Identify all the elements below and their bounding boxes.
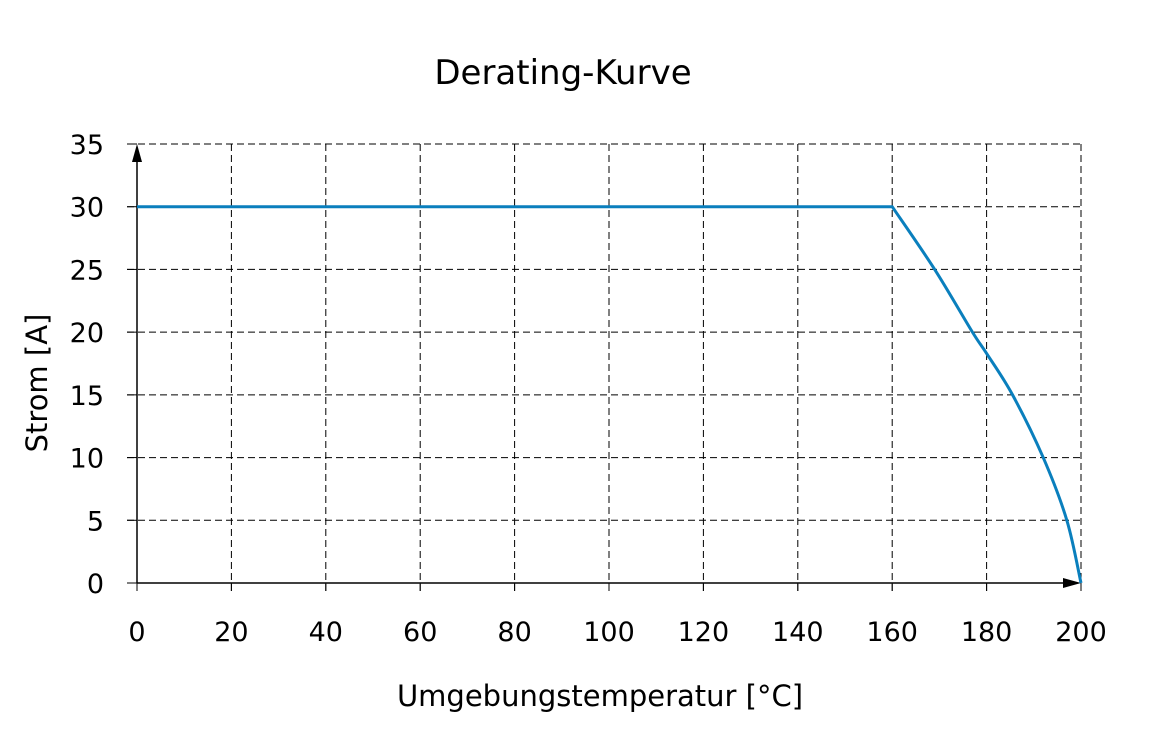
y-tick-label: 25	[70, 255, 104, 286]
x-tick-label: 140	[772, 617, 824, 648]
series	[137, 205, 1083, 584]
y-tick-label: 20	[70, 318, 104, 349]
y-tick-label: 35	[70, 130, 104, 161]
x-tick-label: 200	[1055, 617, 1107, 648]
x-tick-label: 20	[214, 617, 248, 648]
grid	[127, 143, 1082, 591]
y-axis-arrow	[132, 144, 142, 162]
y-tick-label: 5	[87, 506, 104, 537]
x-tick-label: 0	[128, 617, 145, 648]
x-tick-label: 100	[583, 617, 635, 648]
x-tick-label: 80	[497, 617, 531, 648]
x-tick-label: 180	[961, 617, 1013, 648]
y-tick-label: 30	[70, 193, 104, 224]
x-tick-label: 120	[678, 617, 730, 648]
x-tick-label: 160	[866, 617, 918, 648]
derating-curve	[137, 205, 1083, 584]
y-axis-label: Strom [A]	[20, 314, 54, 453]
x-tick-label: 40	[309, 617, 343, 648]
x-tick-label: 60	[403, 617, 437, 648]
y-tick-label: 10	[70, 444, 104, 475]
chart-title: Derating-Kurve	[434, 53, 691, 93]
y-tick-label: 15	[70, 381, 104, 412]
y-tick-label: 0	[87, 569, 104, 600]
tick-labels: 0 20 40 60 80 100 120 140 160 180 200 0 5 10 15 20 25 30 3…	[70, 130, 1107, 648]
x-axis-arrow	[1063, 578, 1081, 588]
x-axis-label: Umgebungstemperatur [°C]	[397, 679, 803, 713]
axes	[132, 144, 1081, 588]
